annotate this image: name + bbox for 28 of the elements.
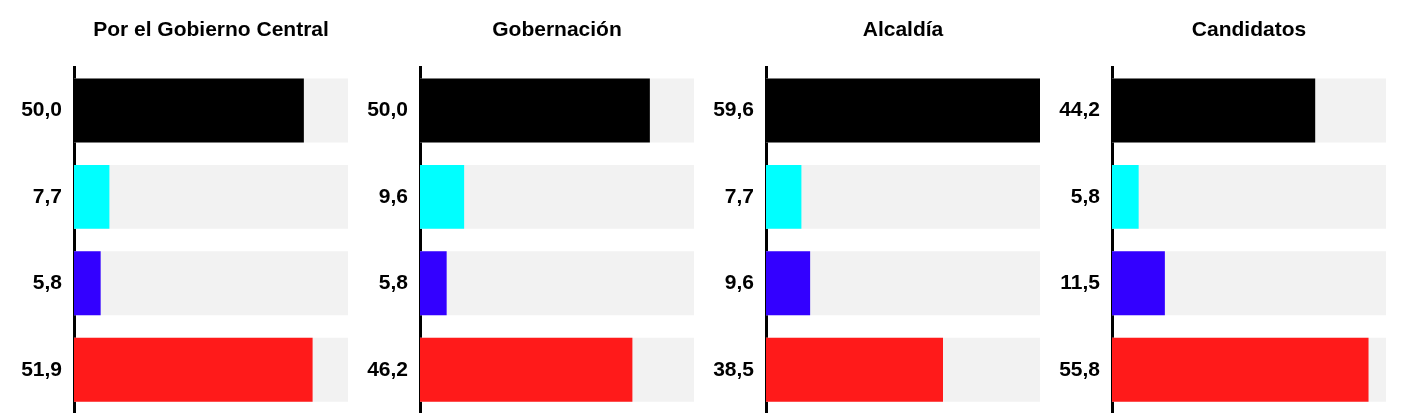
data-label: 9,6 [378,183,408,207]
data-label: 5,8 [1070,183,1101,207]
data-label: 11,5 [1060,270,1101,294]
data-label: 55,8 [1059,356,1101,380]
bar [766,251,811,316]
bar [420,251,447,316]
data-label: 7,7 [32,183,62,207]
data-label: 7,7 [724,183,754,207]
chart-title: Alcaldía [862,17,944,41]
data-label: 5,8 [378,270,409,294]
bar [420,164,465,229]
data-label: 38,5 [713,356,755,380]
data-label: 59,6 [713,97,754,121]
chart-title: Por el Gobierno Central [93,17,329,41]
chart-title: Candidatos [1191,17,1307,41]
bar [74,164,110,229]
data-label: 44,2 [1059,97,1100,121]
data-label: 50,0 [21,97,62,121]
data-label: 50,0 [367,97,408,121]
bar [766,164,802,229]
data-label: 46,2 [367,356,408,380]
chart-title: Gobernación [492,17,622,41]
bar [1112,251,1165,316]
bar [1112,164,1139,229]
data-label: 9,6 [724,270,754,294]
data-label: 51,9 [21,356,62,380]
bar [74,251,101,316]
data-label: 5,8 [32,270,63,294]
